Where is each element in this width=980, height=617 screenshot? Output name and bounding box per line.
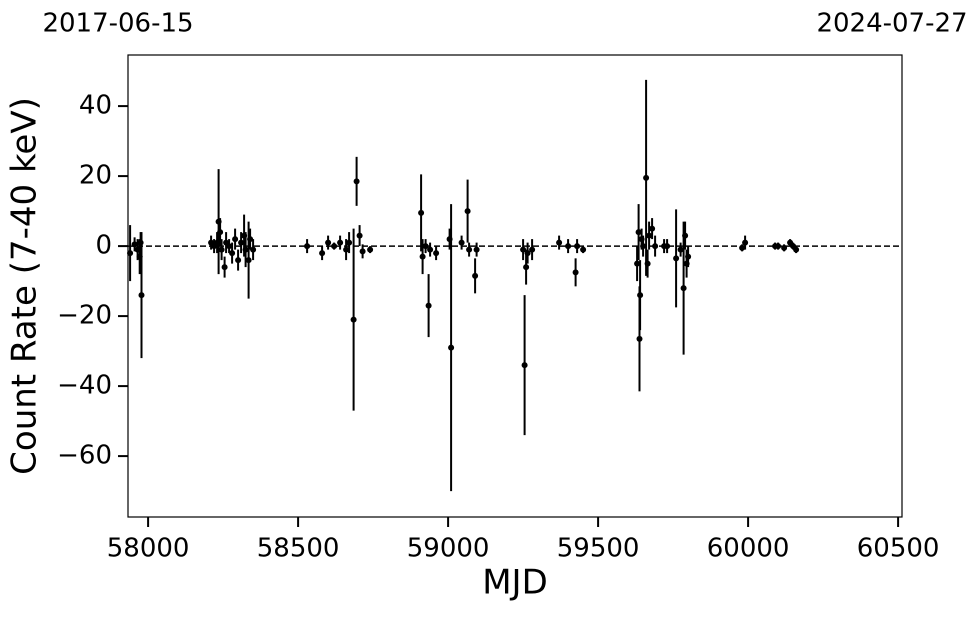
data-point	[337, 239, 344, 246]
data-point	[793, 246, 800, 253]
data-point	[218, 246, 225, 253]
y-axis-label: Count Rate (7-40 keV)	[5, 97, 45, 475]
x-tick-label: 58000	[107, 534, 190, 564]
data-point	[427, 246, 434, 253]
data-point	[643, 174, 650, 181]
data-point	[221, 264, 228, 271]
data-point	[422, 243, 429, 250]
data-point	[367, 246, 374, 253]
data-point	[356, 232, 363, 239]
data-point	[644, 260, 651, 267]
data-point	[652, 243, 659, 250]
data-point	[574, 243, 581, 250]
data-point	[131, 241, 138, 248]
data-point	[418, 209, 425, 216]
data-point	[742, 239, 749, 246]
data-point	[682, 232, 689, 239]
data-point	[238, 239, 245, 246]
data-point	[523, 264, 530, 271]
data-point	[247, 236, 254, 243]
data-point	[680, 285, 687, 292]
data-point	[636, 335, 643, 342]
y-tick-label: 20	[79, 161, 112, 191]
data-point	[229, 250, 236, 257]
data-point	[664, 243, 671, 250]
data-point	[304, 243, 311, 250]
data-point	[331, 243, 338, 250]
data-point	[473, 246, 480, 253]
data-point	[346, 239, 353, 246]
data-point	[634, 260, 641, 267]
data-point	[520, 246, 527, 253]
data-point	[250, 246, 257, 253]
data-point	[446, 236, 453, 243]
data-point	[565, 243, 572, 250]
y-tick-label: 40	[79, 91, 112, 121]
data-point	[524, 250, 531, 257]
data-point	[217, 229, 224, 236]
y-tick-label: −60	[57, 441, 112, 471]
data-point	[640, 243, 647, 250]
data-point	[572, 269, 579, 276]
data-point	[635, 229, 642, 236]
data-point	[245, 257, 252, 264]
data-point	[649, 225, 656, 232]
data-point	[350, 316, 357, 323]
data-point	[556, 239, 563, 246]
data-point	[419, 253, 426, 260]
data-point	[521, 362, 528, 369]
data-point	[325, 239, 332, 246]
data-point	[232, 236, 239, 243]
data-point	[448, 344, 455, 351]
data-point	[677, 246, 684, 253]
y-tick-label: −40	[57, 371, 112, 401]
data-point	[433, 250, 440, 257]
data-point	[137, 239, 144, 246]
data-point	[226, 243, 233, 250]
data-point	[472, 272, 479, 279]
x-axis-label: MJD	[482, 563, 548, 603]
data-point	[353, 178, 360, 185]
data-point	[458, 239, 465, 246]
data-point	[685, 253, 692, 260]
data-point	[775, 243, 782, 250]
data-point	[739, 244, 746, 251]
data-point	[319, 250, 326, 257]
data-point	[673, 255, 680, 262]
data-point	[235, 257, 242, 264]
plot-frame	[127, 54, 903, 518]
data-point	[529, 246, 536, 253]
data-point	[343, 246, 350, 253]
y-tick-label: 0	[95, 231, 112, 261]
x-tick-label: 60500	[857, 534, 940, 564]
x-tick-label: 59500	[557, 534, 640, 564]
x-tick-label: 60000	[707, 534, 790, 564]
x-tick-label: 59000	[407, 534, 490, 564]
data-point	[580, 246, 587, 253]
annotation: 2024-07-27	[816, 9, 967, 39]
data-point	[425, 302, 432, 309]
data-point	[646, 232, 653, 239]
y-tick-label: −20	[57, 301, 112, 331]
data-point	[359, 248, 366, 255]
x-tick-label: 58500	[257, 534, 340, 564]
annotation: 2017-06-15	[42, 9, 193, 39]
data-point	[466, 246, 473, 253]
data-point	[464, 208, 471, 215]
data-point	[781, 244, 788, 251]
data-point	[127, 250, 134, 257]
data-point	[242, 246, 249, 253]
data-point	[138, 292, 145, 299]
